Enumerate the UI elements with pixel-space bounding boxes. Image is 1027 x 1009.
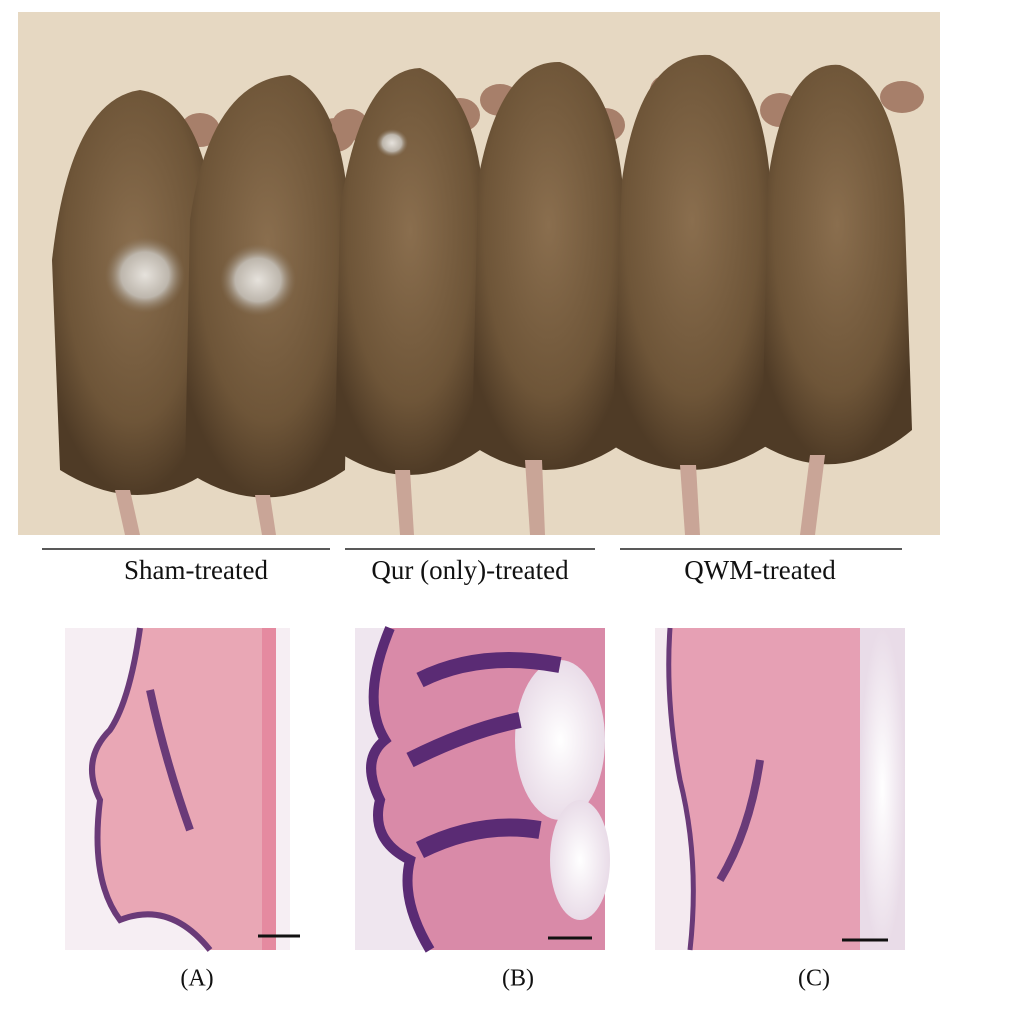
- histology-panel: [655, 627, 905, 951]
- panel-label: (A): [180, 966, 213, 992]
- panel-label: (B): [502, 966, 534, 992]
- mouse: [52, 90, 220, 535]
- mouse: [762, 64, 924, 535]
- mice-photo: [18, 12, 940, 535]
- panel-label: (C): [798, 966, 830, 992]
- group-label: Sham-treated: [124, 555, 268, 585]
- group-label: QWM-treated: [684, 555, 836, 585]
- group-label: Qur (only)-treated: [371, 555, 569, 585]
- mouse: [472, 61, 625, 535]
- mouse: [185, 75, 355, 535]
- histology-panel: [355, 626, 610, 953]
- mouse: [332, 68, 485, 535]
- histology-panel: [65, 627, 300, 952]
- mouse: [612, 54, 800, 535]
